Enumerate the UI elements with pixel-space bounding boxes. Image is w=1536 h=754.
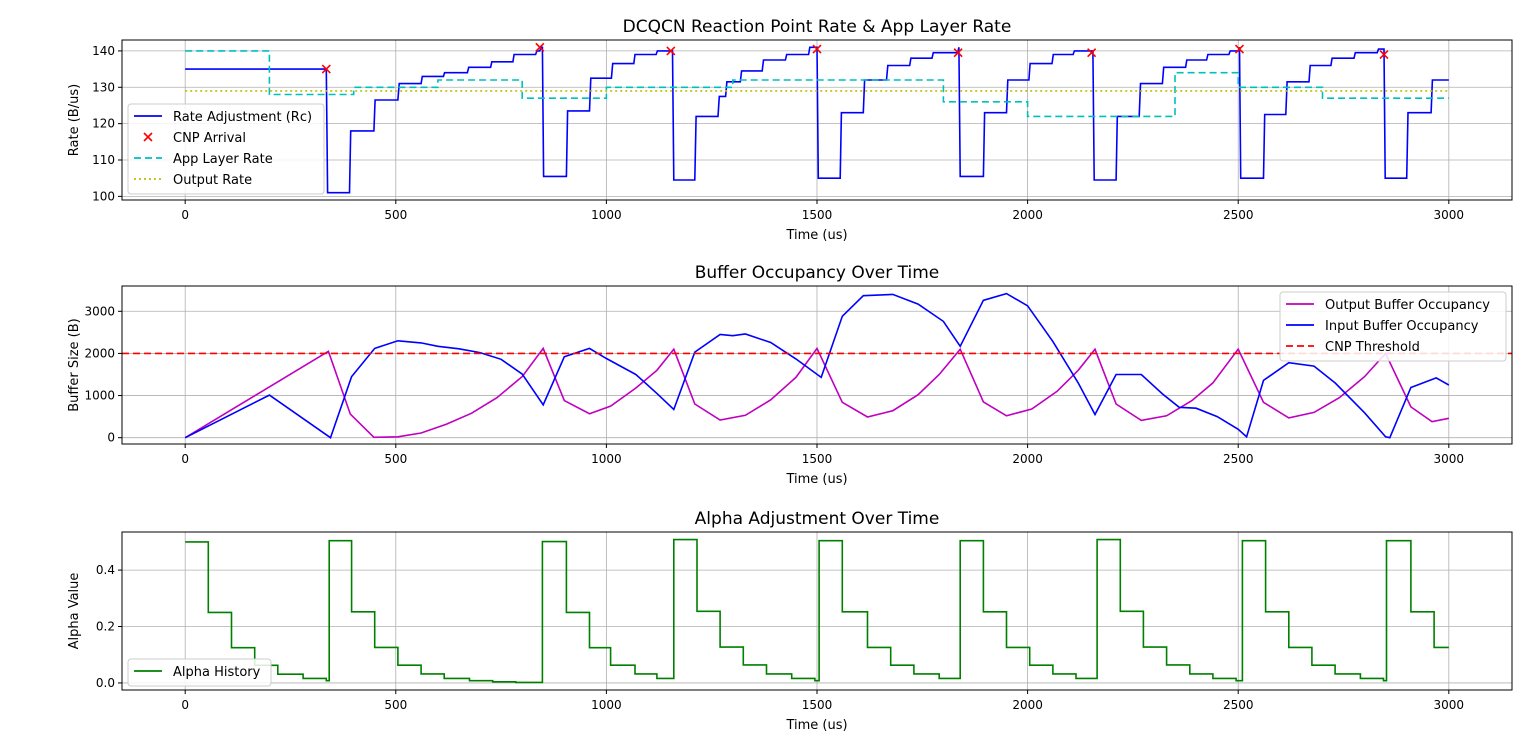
x-tick-label: 3000 bbox=[1434, 208, 1465, 222]
y-tick-label: 100 bbox=[92, 189, 115, 203]
legend: Output Buffer Occupancy Input Buffer Occu… bbox=[1279, 291, 1507, 362]
y-tick-label: 110 bbox=[92, 153, 115, 167]
legend-label: Input Buffer Occupancy bbox=[1325, 319, 1479, 334]
x-tick-label: 500 bbox=[384, 208, 407, 222]
cnp-marker bbox=[1379, 49, 1389, 60]
legend-box bbox=[127, 103, 325, 195]
legend: Rate Adjustment (Rc) CNP Arrival App Layer… bbox=[127, 103, 325, 195]
x-tick-label: 1000 bbox=[591, 208, 622, 222]
legend-label: App Layer Rate bbox=[173, 152, 273, 167]
cnp-marker bbox=[321, 64, 331, 74]
cnp-marker bbox=[666, 46, 676, 56]
legend-label: Rate Adjustment (Rc) bbox=[173, 110, 312, 125]
y-axis-label: Alpha Value bbox=[67, 573, 82, 650]
series-line bbox=[185, 50, 1449, 118]
legend-label: Output Buffer Occupancy bbox=[1325, 298, 1490, 313]
legend-label: Output Rate bbox=[173, 173, 252, 188]
series-line bbox=[184, 292, 1450, 439]
y-tick-label: 0.4 bbox=[96, 563, 115, 577]
cnp-marker bbox=[953, 48, 963, 58]
x-tick-label: 1500 bbox=[802, 208, 833, 222]
x-axis-label: Time (us) bbox=[785, 718, 847, 733]
x-tick-label: 1000 bbox=[591, 698, 622, 712]
y-axis-label: Buffer Size (B) bbox=[67, 318, 82, 411]
subplot-rate: 0 500 1000 1500 2000 2500 3000 100 110 120 130 140 D… bbox=[67, 17, 1513, 243]
legend-label: CNP Threshold bbox=[1325, 340, 1420, 355]
legend: Alpha History bbox=[127, 658, 272, 687]
cnp-marker bbox=[1087, 48, 1097, 58]
y-tick-label: 120 bbox=[92, 117, 115, 131]
chart-title: DCQCN Reaction Point Rate & App Layer Ra… bbox=[623, 17, 1012, 37]
x-tick-label: 2500 bbox=[1223, 452, 1254, 466]
y-tick-label: 3000 bbox=[84, 304, 115, 318]
legend-label: Alpha History bbox=[173, 665, 261, 680]
x-tick-label: 2500 bbox=[1223, 698, 1254, 712]
y-tick-label: 0.0 bbox=[96, 676, 115, 690]
legend-marker bbox=[143, 132, 153, 142]
cnp-marker bbox=[535, 42, 545, 52]
x-tick-label: 1000 bbox=[591, 452, 622, 466]
legend-box bbox=[1279, 291, 1507, 362]
chart-title: Buffer Occupancy Over Time bbox=[695, 263, 940, 283]
x-tick-label: 0 bbox=[181, 698, 189, 712]
y-tick-label: 130 bbox=[92, 80, 115, 94]
x-axis-label: Time (us) bbox=[785, 472, 847, 487]
chart-title: Alpha Adjustment Over Time bbox=[695, 509, 940, 529]
x-tick-label: 2000 bbox=[1012, 208, 1043, 222]
x-tick-label: 1500 bbox=[802, 452, 833, 466]
y-tick-label: 0 bbox=[107, 431, 115, 445]
plot-area bbox=[185, 538, 1449, 684]
legend-box bbox=[127, 658, 272, 687]
x-tick-label: 500 bbox=[384, 698, 407, 712]
cnp-marker bbox=[812, 44, 822, 54]
x-tick-label: 1500 bbox=[802, 698, 833, 712]
subplot-buffer: 0 500 1000 1500 2000 2500 30000100020003000Buf… bbox=[67, 263, 1513, 487]
y-tick-label: 1000 bbox=[84, 389, 115, 403]
x-tick-label: 0 bbox=[181, 452, 189, 466]
y-tick-label: 2000 bbox=[84, 346, 115, 360]
x-tick-label: 2000 bbox=[1012, 698, 1043, 712]
x-tick-label: 0 bbox=[181, 208, 189, 222]
x-tick-label: 2500 bbox=[1223, 208, 1254, 222]
cnp-marker bbox=[1234, 44, 1245, 54]
legend-label: CNP Arrival bbox=[173, 131, 246, 146]
y-axis-label: Rate (B/us) bbox=[67, 84, 82, 156]
x-tick-label: 3000 bbox=[1434, 452, 1465, 466]
y-tick-label: 140 bbox=[92, 44, 115, 58]
series-line bbox=[185, 538, 1449, 684]
subplot-alpha: 0 500 1000 1500 2000 2500 3000 0.0 0.2 0.4 Alpha A… bbox=[67, 509, 1513, 733]
x-tick-label: 500 bbox=[384, 452, 407, 466]
x-tick-label: 2000 bbox=[1012, 452, 1043, 466]
x-axis-label: Time (us) bbox=[785, 228, 847, 243]
plot-area bbox=[185, 42, 1449, 194]
x-tick-label: 3000 bbox=[1434, 698, 1465, 712]
y-tick-label: 0.2 bbox=[96, 620, 115, 634]
